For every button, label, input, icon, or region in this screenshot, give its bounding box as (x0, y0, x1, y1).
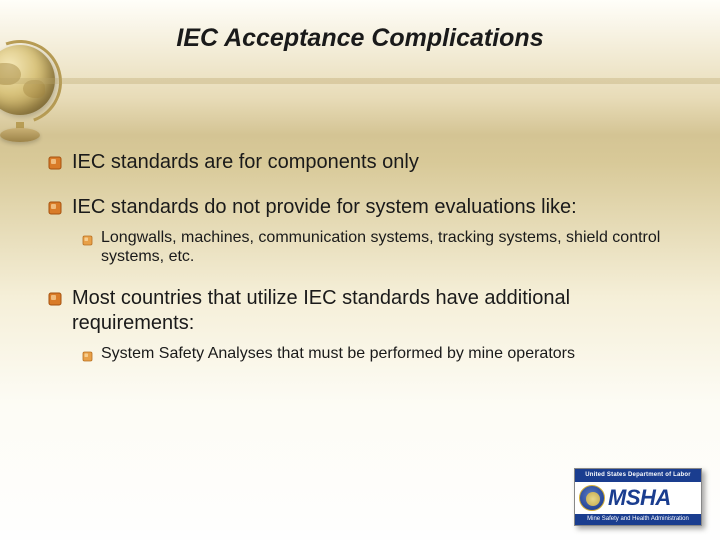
bullet-text: Most countries that utilize IEC standard… (72, 286, 680, 336)
logo-bottom-text: Mine Safety and Health Administration (575, 514, 701, 525)
bullet-item: IEC standards do not provide for system … (48, 195, 680, 220)
title-divider (0, 78, 720, 84)
logo-acronym: MSHA (608, 485, 671, 511)
bullet-item: Most countries that utilize IEC standard… (48, 286, 680, 336)
bullet-icon (48, 292, 62, 311)
logo-middle: MSHA (575, 482, 701, 514)
sub-bullet-item: Longwalls, machines, communication syste… (82, 228, 680, 266)
msha-logo: United States Department of Labor MSHA M… (574, 468, 702, 526)
sub-bullet-text: System Safety Analyses that must be perf… (101, 344, 575, 363)
slide-title: IEC Acceptance Complications (0, 24, 720, 53)
bullet-icon (48, 156, 62, 175)
sub-bullet-item: System Safety Analyses that must be perf… (82, 344, 680, 367)
logo-top-text: United States Department of Labor (575, 469, 701, 482)
bullet-item: IEC standards are for components only (48, 150, 680, 175)
content-area: IEC standards are for components only IE… (48, 150, 680, 387)
globe-decoration (0, 40, 80, 150)
bullet-text: IEC standards do not provide for system … (72, 195, 577, 220)
globe-base (0, 128, 40, 142)
logo-seal-icon (579, 485, 605, 511)
sub-bullet-text: Longwalls, machines, communication syste… (101, 228, 680, 266)
sub-bullet-icon (82, 349, 93, 367)
sub-bullet-icon (82, 233, 93, 251)
bullet-text: IEC standards are for components only (72, 150, 419, 175)
bullet-icon (48, 201, 62, 220)
